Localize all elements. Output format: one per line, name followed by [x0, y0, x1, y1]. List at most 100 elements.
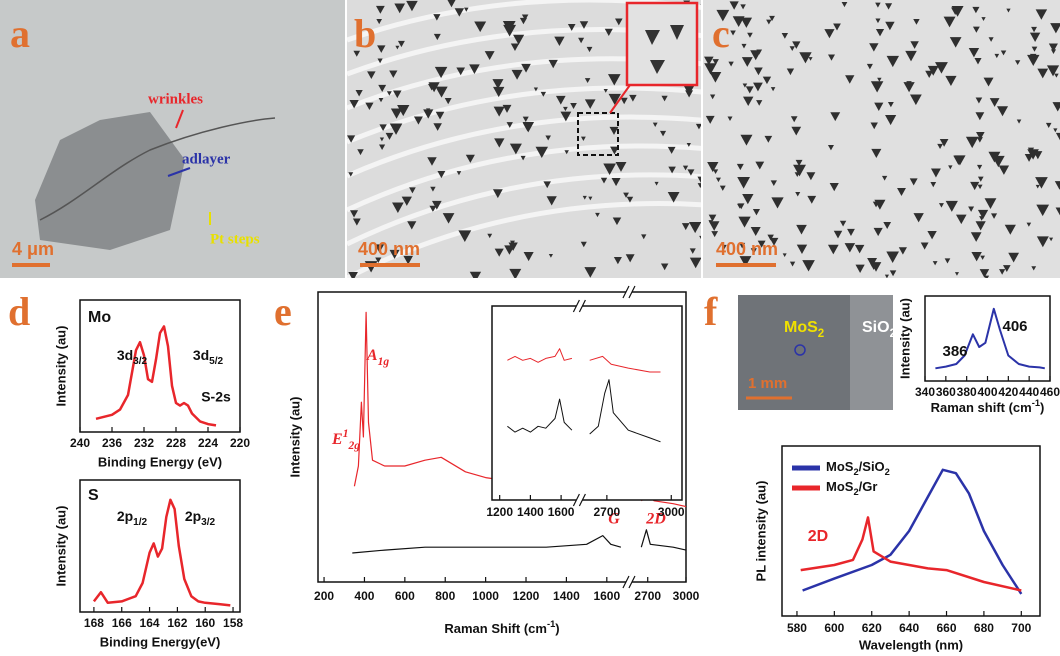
x-tick-label: 1000 — [472, 589, 499, 603]
x-tick-label: 166 — [112, 616, 132, 630]
image-label: 1 mm — [748, 375, 787, 392]
x-tick-label: 400 — [977, 385, 997, 399]
x-tick-label: 240 — [70, 436, 90, 450]
x-tick-label: 236 — [102, 436, 122, 450]
y-axis-label: Intensity (au) — [53, 326, 68, 407]
annotation: Pt steps — [210, 231, 260, 247]
x-tick-label: 600 — [395, 589, 415, 603]
x-tick-label: 360 — [936, 385, 956, 399]
annotation: 386 — [942, 343, 967, 360]
text-part: ) — [555, 621, 559, 636]
text-part: 3d — [117, 347, 133, 363]
annotation: S-2s — [201, 389, 231, 405]
x-tick-label: 660 — [937, 621, 957, 635]
x-tick-label: 1600 — [593, 589, 620, 603]
x-tick-label: 580 — [787, 621, 807, 635]
annotation: wrinkles — [148, 91, 203, 107]
figure: a b c d e f 4 μm 400 nm 400 nm wrinkles adlayer Pt … — [0, 0, 1060, 656]
text-part: 2 — [818, 328, 824, 340]
text-part: 3/2 — [201, 517, 215, 528]
plot-frame — [925, 296, 1050, 381]
x-tick-label: 640 — [899, 621, 919, 635]
scale-bar-label: 4 μm — [12, 239, 54, 259]
x-tick-label: 440 — [1019, 385, 1039, 399]
x-tick-label: 700 — [1011, 621, 1031, 635]
annotation: 2D — [808, 528, 828, 545]
x-tick-label: 380 — [957, 385, 977, 399]
scale-bar-label: 400 nm — [358, 239, 420, 259]
x-tick-label: 680 — [974, 621, 994, 635]
text-part: MoS — [826, 479, 854, 494]
x-tick-label: 224 — [198, 436, 218, 450]
text-part: -1 — [547, 619, 555, 629]
text-part: 1g — [378, 356, 390, 368]
text-part: 2 — [885, 467, 890, 477]
x-tick-label: 800 — [435, 589, 455, 603]
text-part: SiO — [862, 319, 890, 336]
text-part: Raman shift (cm — [931, 400, 1032, 415]
x-tick-label: 600 — [824, 621, 844, 635]
panel-label: a — [10, 11, 30, 56]
x-tick-label: 168 — [84, 616, 104, 630]
x-tick-label: 200 — [314, 589, 334, 603]
panel-label: d — [8, 289, 30, 334]
x-tick-label: 620 — [862, 621, 882, 635]
x-axis-label: Binding Energy (eV) — [98, 454, 222, 469]
text-part: 3d — [193, 347, 209, 363]
x-tick-label: 340 — [915, 385, 935, 399]
x-axis-label: Raman shift (cm-1) — [931, 398, 1045, 415]
panel-label: f — [704, 289, 718, 334]
panel-label: e — [274, 289, 292, 334]
text-part: Raman Shift (cm — [444, 621, 547, 636]
text-part: 2g — [347, 440, 360, 452]
text-part: 1 — [343, 428, 349, 440]
annotation: 406 — [1002, 318, 1027, 335]
x-tick-label: 1200 — [513, 589, 540, 603]
x-tick-label: 400 — [354, 589, 374, 603]
x-tick-label: 164 — [140, 616, 160, 630]
x-tick-label: 3000 — [658, 505, 685, 519]
x-axis-label: Wavelength (nm) — [859, 637, 963, 652]
x-tick-label: 220 — [230, 436, 250, 450]
text-part: 3/2 — [133, 356, 147, 367]
panel-label: b — [354, 11, 376, 56]
y-axis-label: Intensity (au) — [287, 397, 302, 478]
x-tick-label: 1400 — [517, 505, 544, 519]
text-part: A — [366, 347, 378, 364]
x-tick-label: 1400 — [553, 589, 580, 603]
x-tick-label: 1600 — [548, 505, 575, 519]
x-tick-label: 232 — [134, 436, 154, 450]
x-tick-label: 228 — [166, 436, 186, 450]
x-tick-label: 420 — [998, 385, 1018, 399]
annotation: S — [88, 487, 99, 504]
text-part: /SiO — [859, 459, 885, 474]
substrate-region — [850, 295, 893, 410]
y-axis-label: Intensity (au) — [897, 298, 912, 379]
panel-label: c — [712, 11, 730, 56]
x-tick-label: 3000 — [673, 589, 700, 603]
zoom-inset — [627, 3, 697, 85]
text-part: E — [331, 431, 343, 448]
x-tick-label: 460 — [1040, 385, 1060, 399]
annotation: adlayer — [182, 151, 231, 167]
text-part: 2 — [890, 328, 896, 340]
x-tick-label: 160 — [195, 616, 215, 630]
x-tick-label: 2700 — [634, 589, 661, 603]
plot-frame — [80, 480, 240, 612]
scale-bar-label: 400 nm — [716, 239, 778, 259]
text-part: 2p — [185, 508, 201, 524]
text-part: 1/2 — [133, 517, 147, 528]
x-tick-label: 162 — [167, 616, 187, 630]
x-axis-label: Raman Shift (cm-1) — [444, 619, 559, 636]
x-tick-label: 2700 — [594, 505, 621, 519]
text-part: /Gr — [859, 479, 878, 494]
text-part: 2p — [117, 508, 133, 524]
text-part: MoS — [826, 459, 854, 474]
y-axis-label: Intensity (au) — [53, 506, 68, 587]
x-tick-label: 158 — [223, 616, 243, 630]
text-part: ) — [1040, 400, 1044, 415]
x-tick-label: 1200 — [486, 505, 513, 519]
plot-frame — [492, 306, 682, 500]
micrograph-c — [703, 0, 1060, 278]
y-axis-label: PL intensity (au) — [753, 481, 768, 582]
